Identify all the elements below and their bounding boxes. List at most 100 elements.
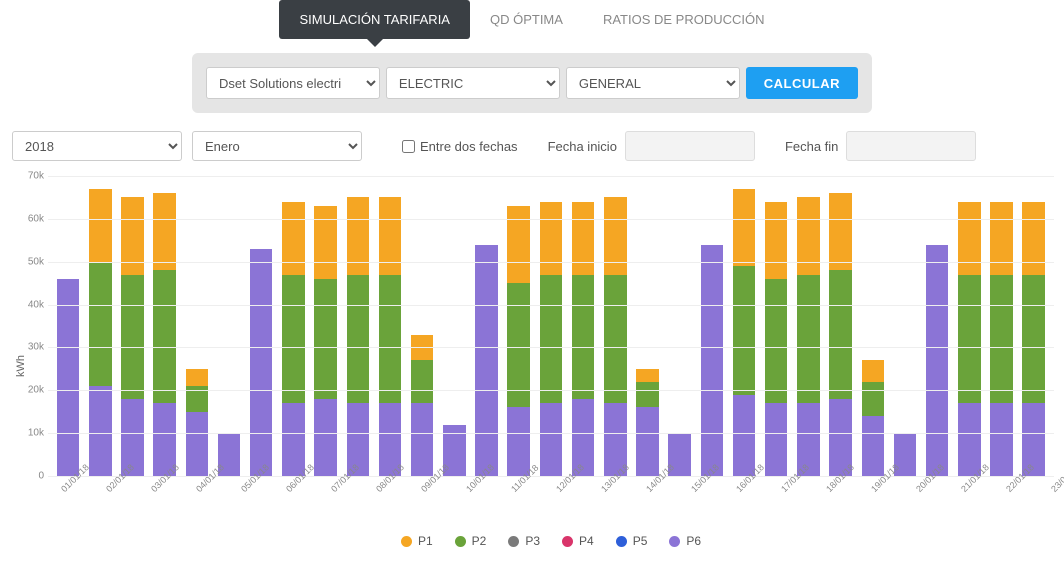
bar-column[interactable]: [792, 176, 824, 476]
bar-column[interactable]: [696, 176, 728, 476]
stacked-bar: [250, 249, 273, 476]
tab[interactable]: RATIOS DE PRODUCCIÓN: [583, 0, 785, 39]
bar-column[interactable]: [985, 176, 1017, 476]
stacked-bar: [862, 360, 885, 476]
bar-column[interactable]: [149, 176, 181, 476]
bar-segment-p1: [990, 202, 1013, 275]
bar-segment-p1: [862, 360, 885, 381]
grid-line: [48, 305, 1054, 306]
legend-item-p5[interactable]: P5: [616, 534, 648, 548]
bar-column[interactable]: [245, 176, 277, 476]
bar-segment-p1: [958, 202, 981, 275]
year-select[interactable]: 2018: [12, 131, 182, 161]
month-select[interactable]: Enero: [192, 131, 362, 161]
end-date-input[interactable]: [846, 131, 976, 161]
bar-column[interactable]: [438, 176, 470, 476]
bar-column[interactable]: [921, 176, 953, 476]
bar-column[interactable]: [889, 176, 921, 476]
stacked-bar: [186, 369, 209, 476]
bar-column[interactable]: [342, 176, 374, 476]
bar-segment-p6: [282, 403, 305, 476]
tab[interactable]: SIMULACIÓN TARIFARIA: [279, 0, 470, 39]
tab[interactable]: QD ÓPTIMA: [470, 0, 583, 39]
bar-segment-p6: [121, 399, 144, 476]
stacked-bar: [958, 202, 981, 476]
bar-segment-p1: [1022, 202, 1045, 275]
stacked-bar: [572, 202, 595, 476]
stacked-bar: [507, 206, 530, 476]
bar-segment-p2: [636, 382, 659, 408]
bar-segment-p6: [411, 403, 434, 476]
bar-column[interactable]: [406, 176, 438, 476]
bar-segment-p1: [507, 206, 530, 283]
bar-segment-p1: [829, 193, 852, 270]
bar-segment-p6: [765, 403, 788, 476]
stacked-bar: [604, 197, 627, 476]
bar-column[interactable]: [664, 176, 696, 476]
bar-segment-p1: [314, 206, 337, 279]
between-dates-input[interactable]: [402, 140, 415, 153]
bar-column[interactable]: [213, 176, 245, 476]
legend: P1 P2 P3 P4 P5 P6: [48, 534, 1054, 556]
bar-column[interactable]: [631, 176, 663, 476]
y-axis-label: kWh: [15, 355, 27, 377]
stacked-bar: [926, 245, 949, 476]
bar-column[interactable]: [470, 176, 502, 476]
stacked-bar: [121, 197, 144, 476]
y-tick: 60k: [12, 213, 44, 224]
bar-segment-p2: [765, 279, 788, 403]
type-select[interactable]: ELECTRIC: [386, 67, 560, 99]
chart: kWh 010k20k30k40k50k60k70k 01/01/1802/01…: [0, 171, 1064, 561]
solution-select[interactable]: Dset Solutions electri: [206, 67, 380, 99]
start-date-input[interactable]: [625, 131, 755, 161]
between-dates-checkbox[interactable]: Entre dos fechas: [402, 139, 518, 154]
legend-swatch: [401, 536, 412, 547]
bar-column[interactable]: [277, 176, 309, 476]
y-tick: 50k: [12, 256, 44, 267]
bar-segment-p1: [153, 193, 176, 270]
bar-column[interactable]: [503, 176, 535, 476]
bar-segment-p2: [572, 275, 595, 399]
bar-column[interactable]: [181, 176, 213, 476]
legend-item-p4[interactable]: P4: [562, 534, 594, 548]
bar-column[interactable]: [760, 176, 792, 476]
y-tick: 20k: [12, 385, 44, 396]
bar-segment-p2: [314, 279, 337, 399]
bar-column[interactable]: [953, 176, 985, 476]
bar-column[interactable]: [535, 176, 567, 476]
bar-column[interactable]: [84, 176, 116, 476]
legend-item-p6[interactable]: P6: [669, 534, 701, 548]
bar-column[interactable]: [52, 176, 84, 476]
bar-segment-p1: [89, 189, 112, 262]
bar-column[interactable]: [567, 176, 599, 476]
bar-segment-p1: [347, 197, 370, 274]
bar-column[interactable]: [728, 176, 760, 476]
bar-column[interactable]: [857, 176, 889, 476]
calculate-button[interactable]: CALCULAR: [746, 67, 858, 99]
grid-line: [48, 219, 1054, 220]
bar-column[interactable]: [310, 176, 342, 476]
bar-column[interactable]: [825, 176, 857, 476]
legend-label: P4: [579, 534, 594, 548]
bar-segment-p6: [314, 399, 337, 476]
bar-segment-p1: [121, 197, 144, 274]
bar-segment-p2: [89, 262, 112, 386]
scope-select[interactable]: GENERAL: [566, 67, 740, 99]
bar-segment-p1: [379, 197, 402, 274]
bar-segment-p1: [797, 197, 820, 274]
bar-segment-p6: [958, 403, 981, 476]
legend-item-p1[interactable]: P1: [401, 534, 433, 548]
legend-item-p2[interactable]: P2: [455, 534, 487, 548]
legend-label: P1: [418, 534, 433, 548]
stacked-bar: [314, 206, 337, 476]
bar-segment-p2: [379, 275, 402, 404]
bar-column[interactable]: [1018, 176, 1050, 476]
tabs: SIMULACIÓN TARIFARIAQD ÓPTIMARATIOS DE P…: [0, 0, 1064, 39]
start-date-label: Fecha inicio: [548, 139, 617, 154]
bar-column[interactable]: [116, 176, 148, 476]
bar-segment-p2: [121, 275, 144, 399]
bar-column[interactable]: [599, 176, 631, 476]
legend-item-p3[interactable]: P3: [508, 534, 540, 548]
bar-column[interactable]: [374, 176, 406, 476]
stacked-bar: [1022, 202, 1045, 476]
